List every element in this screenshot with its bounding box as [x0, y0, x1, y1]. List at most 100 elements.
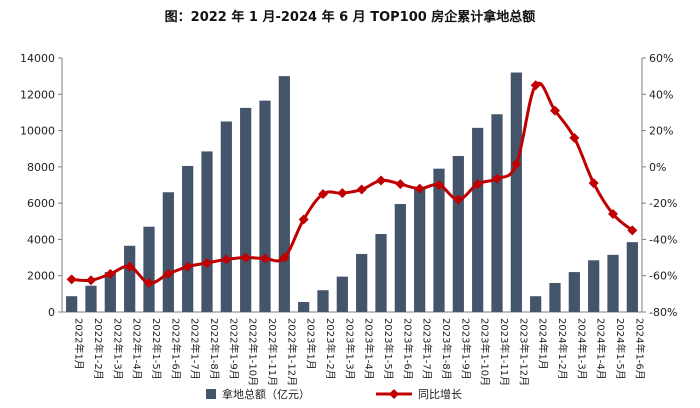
x-tick-label: 2022年1-2月	[92, 318, 105, 380]
x-tick-label: 2024年1-3月	[575, 318, 588, 380]
x-tick-label: 2022年1-12月	[285, 318, 298, 386]
bar	[568, 272, 580, 312]
x-tick-label: 2023年1月	[305, 318, 318, 370]
x-tick-label: 2022年1-8月	[208, 318, 221, 380]
bar	[162, 192, 174, 312]
bar	[588, 260, 600, 312]
bar	[375, 233, 387, 312]
x-tick-label: 2023年1-2月	[324, 318, 337, 380]
x-tick-label: 2022年1-3月	[111, 318, 124, 380]
x-tick-label: 2022年1-10月	[247, 318, 260, 386]
y-right-tick-label: -20%	[649, 197, 677, 210]
yoy-growth-point	[337, 188, 348, 199]
x-tick-label: 2023年1-6月	[401, 318, 414, 380]
x-tick-label: 2023年1-5月	[382, 318, 395, 380]
x-tick-label: 2023年1-9月	[459, 318, 472, 380]
yoy-growth-point	[260, 253, 270, 264]
x-tick-label: 2024年1-5月	[614, 318, 627, 380]
yoy-growth-point	[356, 184, 367, 195]
yoy-growth-point	[569, 132, 580, 143]
bar	[278, 76, 290, 313]
bar	[530, 296, 542, 312]
x-tick-label: 2023年1-8月	[440, 318, 453, 380]
yoy-growth-point	[86, 275, 96, 286]
y-left-tick-label: 0	[48, 306, 55, 319]
bar	[336, 276, 348, 312]
bar	[414, 187, 426, 312]
x-tick-label: 2023年1-3月	[343, 318, 356, 380]
yoy-growth-point	[434, 180, 444, 190]
yoy-growth-point	[414, 183, 425, 194]
yoy-growth-point	[376, 175, 386, 186]
bar	[472, 127, 484, 312]
legend-line-label: 同比增长	[418, 387, 462, 401]
yoy-growth-point	[511, 159, 522, 170]
yoy-growth-point	[163, 268, 174, 279]
bar	[298, 302, 310, 312]
bar	[433, 168, 445, 312]
bar	[510, 72, 522, 312]
yoy-growth-point	[221, 254, 232, 265]
bar	[66, 296, 78, 312]
y-right-tick-label: 40%	[649, 88, 673, 101]
x-tick-label: 2023年1-12月	[517, 318, 530, 386]
bar	[201, 151, 213, 312]
yoy-growth-point	[453, 194, 464, 205]
yoy-growth-point	[318, 189, 328, 200]
yoy-growth-point	[395, 179, 406, 190]
axes-layer: 0 2000 4000 6000 8000 10000 12000 14000 -80% -60%…	[20, 52, 677, 319]
x-tick-labels: 2022年1月 2022年1-2月 2022年1-3月 2022年1-4月 2022年1…	[73, 318, 647, 386]
yoy-growth-point	[608, 209, 618, 220]
legend: 拿地总额（亿元） 同比增长	[206, 387, 462, 401]
y-right-tick-label: 20%	[649, 125, 673, 138]
yoy-growth-point	[550, 105, 560, 116]
bar	[259, 100, 271, 312]
y-left-tick-label: 2000	[27, 270, 55, 283]
y-right-tick-label: 0%	[649, 161, 666, 174]
x-tick-label: 2023年1-4月	[363, 318, 376, 380]
bar	[104, 272, 116, 312]
bar	[394, 204, 406, 312]
yoy-growth-point	[530, 80, 541, 91]
yoy-growth-point	[492, 173, 502, 184]
chart-title: 图：2022 年 1 月-2024 年 6 月 TOP100 房企累计拿地总额	[164, 10, 536, 25]
y-right-tick-label: -80%	[649, 306, 677, 319]
y-left-tick-label: 10000	[20, 125, 55, 138]
x-tick-label: 2022年1-5月	[150, 318, 163, 380]
bar	[356, 253, 368, 312]
bars-layer	[66, 72, 638, 313]
y-right-tick-label: -40%	[649, 233, 677, 246]
x-tick-label: 2023年1-11月	[498, 318, 511, 386]
yoy-growth-point	[144, 277, 154, 288]
line-layer	[66, 80, 638, 288]
y-left-tick-label: 14000	[20, 52, 55, 65]
yoy-growth-point	[66, 274, 77, 285]
y-left-tick-label: 12000	[20, 88, 55, 101]
y-left-tick-label: 8000	[27, 161, 55, 174]
legend-bar-label: 拿地总额（亿元）	[222, 387, 310, 401]
yoy-growth-point	[588, 178, 599, 189]
x-tick-label: 2024年1月	[537, 318, 550, 370]
yoy-growth-line	[71, 81, 634, 285]
bar	[182, 165, 194, 312]
x-tick-label: 2022年1-4月	[131, 318, 144, 380]
bar	[85, 285, 97, 312]
legend-line-marker	[389, 389, 399, 399]
yoy-growth-point	[182, 261, 193, 272]
x-tick-label: 2023年1-7月	[421, 318, 434, 380]
yoy-growth-point	[298, 214, 309, 225]
yoy-growth-point	[202, 258, 212, 269]
legend-bar-swatch	[206, 389, 216, 399]
yoy-growth-point	[105, 268, 116, 279]
bar	[317, 290, 329, 312]
bar	[607, 254, 619, 312]
bar	[124, 245, 136, 312]
bar	[143, 226, 155, 312]
yoy-growth-point	[279, 252, 290, 263]
yoy-growth-point	[124, 261, 135, 272]
x-tick-label: 2024年1-4月	[595, 318, 608, 380]
x-tick-label: 2023年1-10月	[479, 318, 492, 386]
yoy-growth-point	[472, 179, 483, 190]
x-tick-label: 2022年1-11月	[266, 318, 279, 386]
